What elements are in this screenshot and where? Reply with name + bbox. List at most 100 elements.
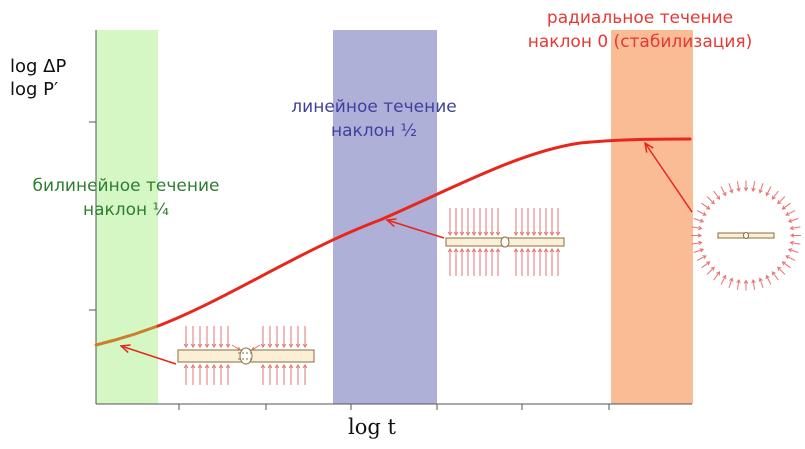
flux-arrowhead [225, 364, 231, 369]
flux-arrowhead [758, 189, 763, 194]
flux-arrowhead [260, 343, 266, 348]
flux-arrow [765, 275, 772, 285]
flux-arrow [736, 181, 740, 192]
flux-arrow [693, 218, 704, 223]
flux-arrowhead [519, 231, 525, 236]
flux-arrow [706, 196, 715, 205]
flux-arrow [713, 271, 720, 281]
flux-arrowhead [537, 231, 543, 236]
flux-arrowhead [790, 233, 795, 238]
radial-regime-slope: наклон 0 (стабилизация) [527, 32, 753, 52]
flux-arrowhead [736, 278, 741, 284]
flux-arrowhead [781, 261, 786, 266]
flux-arrowhead [537, 248, 543, 253]
flux-arrowhead [513, 231, 519, 236]
flux-arrowhead [489, 248, 495, 253]
flux-arrowhead [483, 248, 489, 253]
flux-arrowhead [302, 364, 308, 369]
y-axis-label-line-2: log P′ [10, 79, 59, 100]
flux-arrowhead [722, 191, 727, 197]
flux-arrowhead [218, 364, 224, 369]
flux-arrow [736, 279, 740, 290]
flux-arrow [777, 266, 786, 275]
radial-regime-title: радиальное течение [546, 8, 734, 28]
flux-arrow [696, 255, 707, 261]
flux-arrowhead [555, 231, 561, 236]
flux-arrowhead [302, 343, 308, 348]
flux-arrowhead [447, 248, 453, 253]
flux-arrow [777, 196, 786, 205]
flux-arrow [772, 190, 779, 200]
flux-arrow [231, 344, 241, 351]
flux-arrow [785, 255, 796, 261]
flux-arrowhead [197, 364, 203, 369]
linear-regime-slope: наклон ½ [330, 121, 418, 141]
flux-arrow [782, 261, 791, 269]
flux-arrow [759, 183, 764, 193]
flux-arrowhead [736, 187, 741, 193]
response-curve [156, 137, 692, 328]
flux-arrowhead [288, 343, 294, 348]
bilinear-pointer-arrow [121, 346, 177, 365]
flux-arrowhead [765, 191, 770, 197]
flux-arrowhead [706, 261, 711, 266]
flux-arrowhead [495, 231, 501, 236]
flux-arrowhead [465, 231, 471, 236]
flux-arrow [790, 242, 801, 245]
y-axis-label-line-1: log ΔP [10, 56, 67, 77]
flux-arrowhead [555, 248, 561, 253]
flux-arrowhead [459, 248, 465, 253]
flux-arrowhead [699, 248, 705, 253]
flux-arrowhead [190, 364, 196, 369]
flux-arrowhead [453, 231, 459, 236]
flux-arrowhead [789, 225, 794, 231]
flux-arrowhead [260, 364, 266, 369]
flux-arrowhead [765, 274, 770, 280]
flux-arrowhead [513, 248, 519, 253]
flux-arrow [785, 210, 796, 216]
flux-arrowhead [447, 231, 453, 236]
flux-arrowhead [743, 187, 749, 192]
x-axis-label: log t [348, 415, 396, 439]
flux-arrowhead [471, 231, 477, 236]
flux-arrowhead [716, 195, 721, 200]
flux-arrow [720, 186, 727, 196]
flux-arrow [691, 226, 702, 229]
flux-arrow [713, 190, 720, 200]
flux-arrowhead [477, 231, 483, 236]
flux-arrowhead [477, 248, 483, 253]
flux-arrowhead [197, 343, 203, 348]
flux-arrow [788, 218, 799, 223]
flux-arrowhead [706, 205, 711, 210]
flux-arrowhead [771, 271, 776, 276]
flux-arrowhead [519, 248, 525, 253]
flux-arrowhead [225, 343, 231, 348]
flux-arrowhead [525, 231, 531, 236]
flux-arrow [759, 278, 764, 288]
flux-arrowhead [702, 255, 707, 260]
flux-arrow [691, 242, 702, 245]
flux-arrowhead [274, 364, 280, 369]
flux-arrowhead [471, 248, 477, 253]
flux-arrowhead [543, 248, 549, 253]
radial-flow-fracture-icon [691, 180, 801, 291]
linear-flow-fracture-icon [445, 208, 565, 276]
flux-arrowhead [789, 240, 794, 246]
flux-arrowhead [495, 248, 501, 253]
flux-arrowhead [459, 231, 465, 236]
flux-arrow [693, 248, 704, 253]
flux-arrow [720, 275, 727, 285]
flux-arrowhead [698, 240, 703, 246]
bilinear-flow-fracture-icon [177, 326, 315, 385]
flux-arrow [782, 202, 791, 210]
flux-arrowhead [702, 211, 707, 216]
flux-arrowhead [697, 233, 702, 238]
flux-arrowhead [274, 343, 280, 348]
flux-arrowhead [211, 364, 217, 369]
flux-arrowhead [267, 343, 273, 348]
flux-arrowhead [729, 189, 734, 194]
response-curve-early [94, 324, 160, 347]
flux-arrow [701, 261, 710, 269]
flux-arrow [752, 279, 756, 290]
